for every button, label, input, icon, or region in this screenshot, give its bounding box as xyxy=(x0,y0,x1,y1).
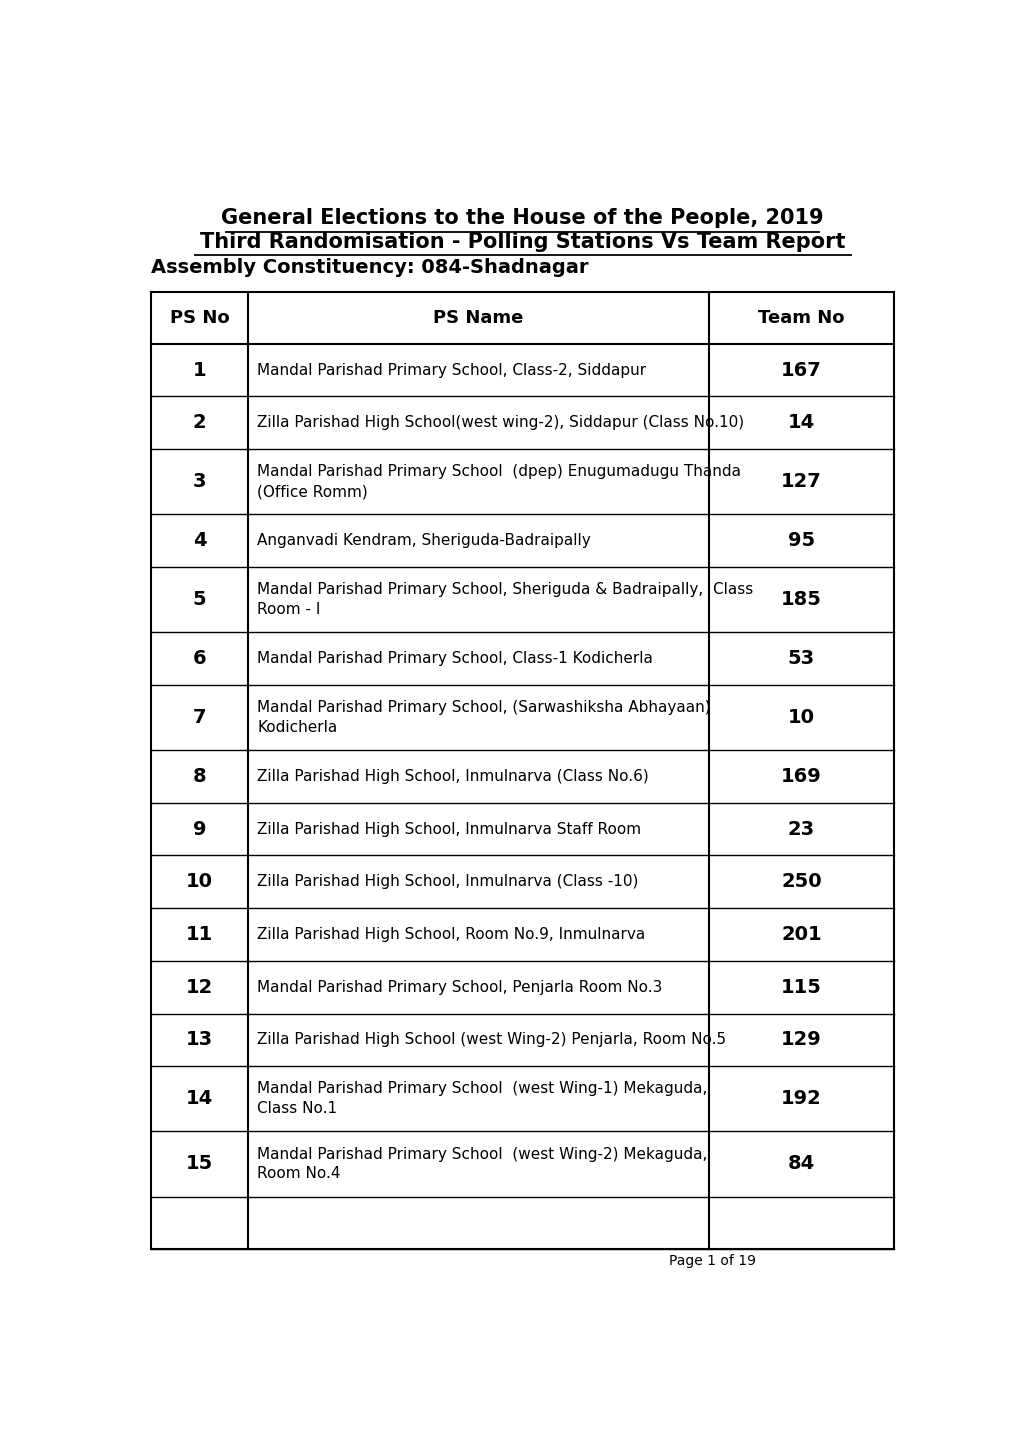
Text: Page 1 of 19: Page 1 of 19 xyxy=(668,1254,755,1268)
Text: 9: 9 xyxy=(193,820,206,839)
Text: 12: 12 xyxy=(185,977,213,997)
Text: Mandal Parishad Primary School, (Sarwashiksha Abhayaan)
Kodicherla: Mandal Parishad Primary School, (Sarwash… xyxy=(257,700,710,735)
Text: 201: 201 xyxy=(781,925,821,944)
Text: 10: 10 xyxy=(185,872,213,892)
Text: 3: 3 xyxy=(193,473,206,491)
Text: Zilla Parishad High School (west Wing-2) Penjarla, Room No.5: Zilla Parishad High School (west Wing-2)… xyxy=(257,1032,726,1048)
Text: Team No: Team No xyxy=(757,308,844,327)
Text: PS No: PS No xyxy=(169,308,229,327)
Text: 15: 15 xyxy=(185,1154,213,1173)
Text: 4: 4 xyxy=(193,532,206,550)
Text: Mandal Parishad Primary School, Penjarla Room No.3: Mandal Parishad Primary School, Penjarla… xyxy=(257,980,662,994)
Text: 115: 115 xyxy=(781,977,821,997)
Text: Zilla Parishad High School, Room No.9, Inmulnarva: Zilla Parishad High School, Room No.9, I… xyxy=(257,927,645,942)
Text: Mandal Parishad Primary School  (dpep) Enugumadugu Thanda
(Office Romm): Mandal Parishad Primary School (dpep) En… xyxy=(257,464,741,499)
Text: 1: 1 xyxy=(193,360,206,379)
Text: 250: 250 xyxy=(781,872,821,892)
Bar xyxy=(151,291,894,1249)
Text: 11: 11 xyxy=(185,925,213,944)
Text: 2: 2 xyxy=(193,414,206,432)
Text: General Elections to the House of the People, 2019: General Elections to the House of the Pe… xyxy=(221,209,823,229)
Text: 13: 13 xyxy=(185,1030,213,1049)
Text: 10: 10 xyxy=(787,708,814,726)
Text: Mandal Parishad Primary School, Class-1 Kodicherla: Mandal Parishad Primary School, Class-1 … xyxy=(257,651,652,666)
Text: Mandal Parishad Primary School, Sheriguda & Badraipally,  Class
Room - I: Mandal Parishad Primary School, Sherigud… xyxy=(257,582,753,617)
Text: Zilla Parishad High School, Inmulnarva (Class -10): Zilla Parishad High School, Inmulnarva (… xyxy=(257,875,638,889)
Text: 5: 5 xyxy=(193,591,206,610)
Text: 84: 84 xyxy=(787,1154,814,1173)
Text: Zilla Parishad High School, Inmulnarva (Class No.6): Zilla Parishad High School, Inmulnarva (… xyxy=(257,769,648,784)
Text: Mandal Parishad Primary School  (west Wing-1) Mekaguda,
Class No.1: Mandal Parishad Primary School (west Win… xyxy=(257,1081,707,1117)
Text: Zilla Parishad High School, Inmulnarva Staff Room: Zilla Parishad High School, Inmulnarva S… xyxy=(257,821,641,837)
Text: 14: 14 xyxy=(787,414,814,432)
Text: 8: 8 xyxy=(193,767,206,785)
Text: 14: 14 xyxy=(185,1089,213,1108)
Text: 127: 127 xyxy=(781,473,821,491)
Text: 53: 53 xyxy=(787,648,814,669)
Text: 192: 192 xyxy=(781,1089,821,1108)
Text: 95: 95 xyxy=(787,532,814,550)
Text: Mandal Parishad Primary School  (west Wing-2) Mekaguda,
Room No.4: Mandal Parishad Primary School (west Win… xyxy=(257,1147,707,1182)
Text: 185: 185 xyxy=(781,591,821,610)
Text: Zilla Parishad High School(west wing-2), Siddapur (Class No.10): Zilla Parishad High School(west wing-2),… xyxy=(257,415,744,431)
Text: Anganvadi Kendram, Sheriguda-Badraipally: Anganvadi Kendram, Sheriguda-Badraipally xyxy=(257,533,590,548)
Text: Assembly Constituency: 084-Shadnagar: Assembly Constituency: 084-Shadnagar xyxy=(151,258,588,277)
Text: Mandal Parishad Primary School, Class-2, Siddapur: Mandal Parishad Primary School, Class-2,… xyxy=(257,363,646,378)
Text: 23: 23 xyxy=(787,820,814,839)
Text: 7: 7 xyxy=(193,708,206,726)
Text: 6: 6 xyxy=(193,648,206,669)
Text: 167: 167 xyxy=(781,360,821,379)
Text: Third Randomisation - Polling Stations Vs Team Report: Third Randomisation - Polling Stations V… xyxy=(200,232,845,252)
Text: PS Name: PS Name xyxy=(432,308,523,327)
Text: 169: 169 xyxy=(781,767,821,785)
Text: 129: 129 xyxy=(781,1030,821,1049)
